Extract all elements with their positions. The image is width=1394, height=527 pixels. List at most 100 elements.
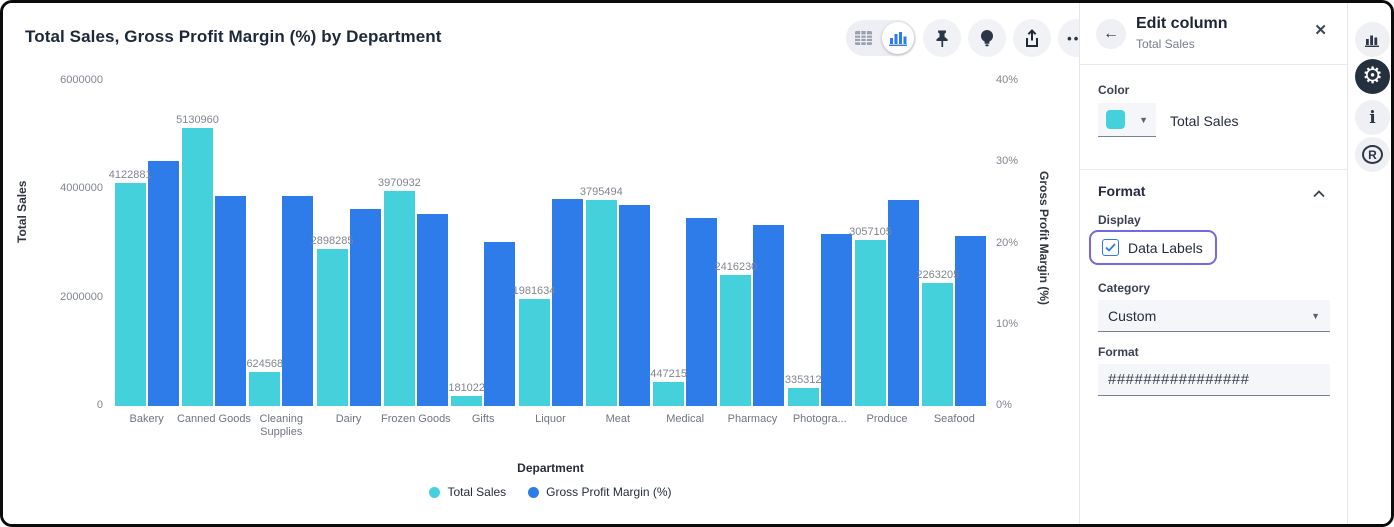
data-label: 447215	[650, 367, 687, 380]
x-tick-label: Liquor	[535, 413, 566, 425]
data-labels-toggle[interactable]: Data Labels	[1089, 230, 1217, 265]
data-label: 181022	[448, 382, 486, 395]
view-toggle	[846, 20, 916, 56]
display-label: Display	[1098, 213, 1141, 227]
right-axis-tick: 30%	[996, 155, 1019, 168]
bar-total-sales[interactable]	[922, 283, 954, 406]
data-labels-label: Data Labels	[1128, 239, 1203, 256]
x-tick-label: Cleaning Supplies	[259, 413, 303, 438]
bar-gross-profit-margin[interactable]	[147, 160, 179, 406]
bar-total-sales[interactable]	[855, 240, 886, 406]
bar-total-sales[interactable]	[114, 182, 146, 406]
right-rail: ⚙ i R	[1347, 3, 1391, 524]
collapse-section-button[interactable]	[1313, 185, 1325, 203]
bar-gross-profit-margin[interactable]	[686, 218, 718, 406]
edit-column-panel: ← Edit column Total Sales ✕ Color ▼ Tota…	[1079, 3, 1347, 524]
rail-settings-button[interactable]: ⚙	[1355, 59, 1390, 94]
rail-r-logo-button[interactable]: R	[1355, 137, 1390, 172]
bar-total-sales[interactable]	[518, 298, 550, 406]
bar-gross-profit-margin[interactable]	[753, 224, 785, 406]
bar-chart-icon	[1364, 35, 1379, 47]
bar-total-sales[interactable]	[383, 190, 415, 406]
close-button[interactable]: ✕	[1314, 21, 1327, 39]
category-value: Custom	[1108, 307, 1157, 324]
table-icon	[855, 31, 872, 45]
bar-total-sales[interactable]	[585, 200, 617, 406]
chart-title: Total Sales, Gross Profit Margin (%) by …	[25, 27, 442, 46]
bar-total-sales[interactable]	[653, 381, 685, 406]
x-axis-title: Department	[517, 461, 584, 475]
legend-item[interactable]: Gross Profit Margin (%)	[528, 485, 672, 499]
data-label: 3057105	[849, 226, 892, 239]
data-label: 2263205	[916, 269, 960, 282]
chart-toolbar: •••	[846, 18, 1096, 58]
bar-gross-profit-margin[interactable]	[349, 208, 381, 406]
x-tick-label: Pharmacy	[727, 413, 778, 425]
checkmark-icon	[1105, 243, 1116, 252]
legend-item[interactable]: Total Sales	[429, 485, 506, 499]
chart-view-button[interactable]	[882, 22, 914, 54]
bar-gross-profit-margin[interactable]	[282, 195, 314, 406]
chevron-up-icon	[1313, 190, 1325, 198]
r-logo-icon: R	[1362, 145, 1383, 164]
left-axis-tick: 2000000	[60, 290, 103, 303]
info-icon: i	[1369, 107, 1376, 128]
x-tick-label: Frozen Goods	[380, 413, 451, 425]
chart-region: Total Sales, Gross Profit Margin (%) by …	[3, 3, 1096, 524]
pushpin-icon	[936, 30, 948, 47]
format-input[interactable]	[1098, 364, 1330, 396]
x-tick-label: Seafood	[933, 413, 975, 425]
data-label: 2898285	[310, 235, 354, 247]
data-labels-checkbox[interactable]	[1102, 239, 1119, 256]
explore-button[interactable]	[968, 19, 1006, 57]
color-section-label: Color	[1098, 83, 1130, 97]
table-view-button[interactable]	[846, 31, 881, 45]
bar-gross-profit-margin[interactable]	[551, 198, 583, 406]
right-axis-tick: 10%	[996, 317, 1019, 330]
panel-header: ← Edit column Total Sales ✕	[1080, 3, 1347, 65]
x-tick-label: Produce	[866, 413, 908, 425]
right-axis-tick: 40%	[996, 74, 1019, 86]
bar-total-sales[interactable]	[720, 275, 752, 406]
bar-total-sales[interactable]	[249, 372, 281, 406]
bar-total-sales[interactable]	[182, 128, 213, 406]
color-swatch-dropdown[interactable]: ▼	[1098, 103, 1156, 137]
close-icon: ✕	[1314, 22, 1327, 39]
bar-gross-profit-margin[interactable]	[618, 204, 650, 406]
color-swatch	[1106, 110, 1125, 129]
bar-total-sales[interactable]	[451, 396, 483, 406]
x-tick-label: Photogra...	[792, 413, 847, 425]
export-button[interactable]	[1013, 19, 1051, 57]
bar-gross-profit-margin[interactable]	[820, 233, 852, 406]
bar-gross-profit-margin[interactable]	[484, 241, 516, 406]
x-tick-label: Medical	[666, 413, 705, 425]
bar-gross-profit-margin[interactable]	[416, 214, 448, 406]
category-label: Category	[1098, 281, 1151, 295]
bar-gross-profit-margin[interactable]	[215, 195, 246, 406]
data-label: 624568	[246, 358, 284, 371]
rail-chart-button[interactable]	[1355, 22, 1390, 57]
bar-chart-icon	[889, 31, 907, 46]
pin-button[interactable]	[923, 19, 961, 57]
x-tick-label: Bakery	[129, 413, 164, 425]
x-tick-label: Dairy	[335, 413, 362, 425]
bar-gross-profit-margin[interactable]	[888, 200, 919, 406]
data-label: 3795494	[579, 186, 623, 199]
legend-dot	[528, 486, 540, 498]
bar-gross-profit-margin[interactable]	[955, 236, 987, 406]
rail-info-button[interactable]: i	[1355, 100, 1390, 135]
chevron-down-icon: ▼	[1139, 114, 1148, 125]
section-divider	[1080, 169, 1347, 170]
right-axis-tick: 0%	[996, 399, 1012, 411]
bar-total-sales[interactable]	[316, 249, 348, 406]
back-button[interactable]: ←	[1096, 19, 1126, 49]
data-label: 3970932	[377, 176, 421, 189]
chevron-down-icon: ▼	[1311, 310, 1320, 321]
legend-label: Gross Profit Margin (%)	[546, 485, 672, 499]
format-section-heading[interactable]: Format	[1098, 183, 1146, 199]
bar-total-sales[interactable]	[787, 387, 819, 406]
plot-area: 4122881 5130960 624568 2898285 3970932 181022…	[60, 74, 1018, 411]
category-select[interactable]: Custom ▼	[1098, 300, 1330, 332]
panel-title: Edit column	[1136, 15, 1228, 32]
